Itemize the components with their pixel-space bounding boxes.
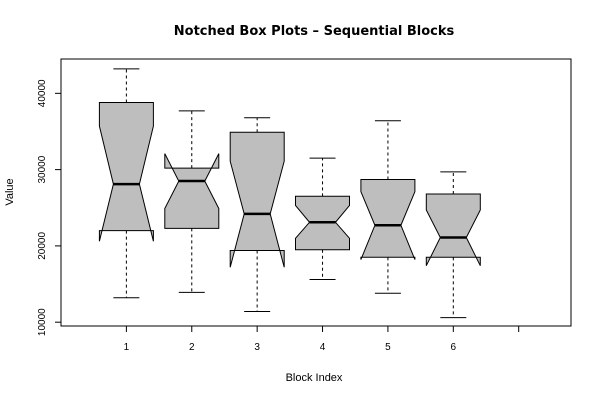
y-tick-label-40000: 40000	[37, 79, 48, 107]
box-group-6	[425, 171, 481, 319]
y-tick-label-20000: 20000	[37, 232, 48, 260]
x-tick-label-5: 5	[385, 342, 391, 353]
notched-box-3	[229, 131, 285, 268]
plot-frame	[60, 58, 572, 327]
x-tick-label-1: 1	[124, 342, 130, 353]
x-tick-label-6: 6	[451, 342, 457, 353]
x-tick-label-2: 2	[189, 342, 195, 353]
box-group-4	[295, 157, 350, 280]
box-group-1	[98, 68, 154, 299]
chart-title: Notched Box Plots – Sequential Blocks	[174, 24, 455, 39]
box-group-3	[229, 117, 285, 313]
box-group-2	[164, 110, 220, 293]
x-tick-label-3: 3	[254, 342, 260, 353]
boxes-group	[98, 68, 481, 319]
y-tick-label-10000: 10000	[37, 308, 48, 336]
notched-box-6	[425, 193, 481, 266]
x-axis: 1 2 3 4 5 6	[124, 326, 520, 353]
x-axis-label: Block Index	[286, 372, 343, 384]
y-axis: 10000 20000 30000 40000	[37, 79, 61, 336]
y-axis-label: Value	[4, 178, 16, 205]
box-group-5	[360, 120, 416, 294]
y-tick-label-30000: 30000	[37, 155, 48, 183]
notched-box-5	[360, 179, 416, 260]
x-tick-label-4: 4	[320, 342, 326, 353]
notched-box-1	[98, 102, 154, 242]
notched-box-2	[164, 153, 220, 229]
